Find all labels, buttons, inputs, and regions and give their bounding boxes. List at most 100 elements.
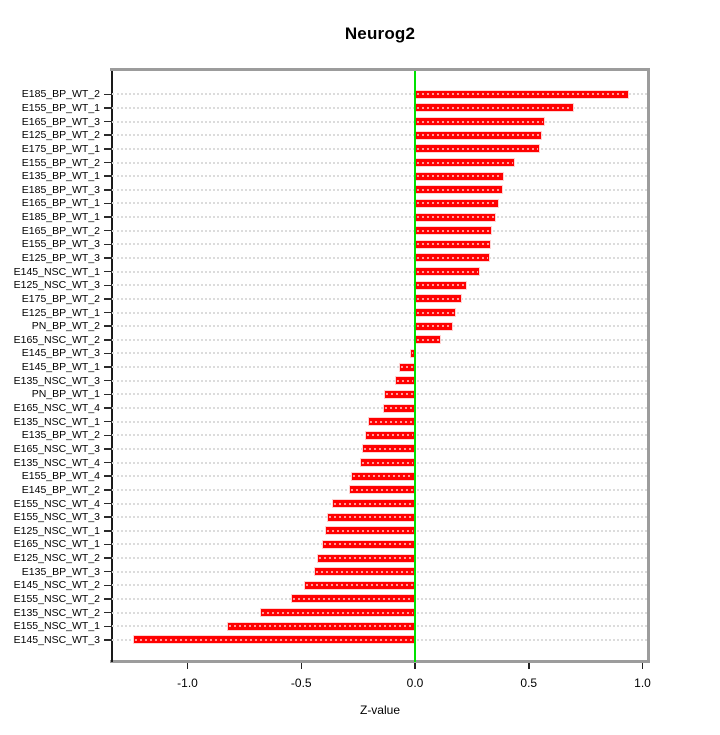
gridline [112, 256, 647, 259]
gridline [112, 297, 647, 300]
bar-E125_NSC_WT_2 [317, 553, 415, 563]
bar-stripe [417, 120, 543, 123]
gridline [112, 229, 647, 232]
bar-stripe [417, 256, 489, 259]
y-axis-label: E185_BP_WT_1 [21, 211, 100, 224]
bar-E135_NSC_WT_4 [360, 458, 415, 468]
bar-stripe [417, 243, 490, 246]
bar-E165_BP_WT_1 [415, 198, 500, 208]
bar-E165_BP_WT_3 [415, 117, 545, 127]
y-axis-tick [104, 489, 112, 491]
bar-E145_NSC_WT_2 [303, 580, 415, 590]
y-axis-tick [104, 93, 112, 96]
gridline [112, 393, 647, 396]
y-axis-label: E135_BP_WT_1 [21, 170, 100, 183]
y-axis-label: E125_NSC_WT_3 [13, 279, 100, 292]
bar-stripe [417, 311, 454, 314]
y-axis-label: E125_BP_WT_1 [21, 306, 100, 319]
bar-E165_NSC_WT_1 [321, 539, 415, 549]
y-axis-tick [104, 229, 112, 232]
bar-E135_BP_WT_3 [313, 567, 415, 577]
y-axis-label: E155_BP_WT_1 [21, 101, 100, 114]
bar-stripe [293, 597, 413, 600]
x-axis-tick-label: 0.0 [406, 676, 424, 690]
bar-E155_BP_WT_4 [351, 471, 415, 481]
gridline [112, 134, 647, 137]
y-axis-tick [104, 570, 112, 573]
y-axis-tick [104, 189, 112, 191]
bar-stripe [370, 420, 413, 423]
x-axis-tick [186, 663, 189, 669]
y-axis-tick [104, 543, 112, 546]
bar-stripe [417, 270, 478, 273]
x-axis-tick-label: 0.5 [520, 676, 538, 690]
y-axis-tick [104, 379, 112, 382]
y-axis-label: E165_NSC_WT_3 [13, 442, 100, 455]
bar-E125_BP_WT_1 [415, 308, 456, 318]
y-axis-label: E125_BP_WT_3 [21, 251, 100, 264]
plot-border-bottom [110, 660, 650, 663]
bar-stripe [333, 502, 413, 505]
y-axis-label: E125_NSC_WT_2 [13, 552, 100, 565]
y-axis-label: E155_NSC_WT_2 [13, 592, 100, 605]
bar-stripe [417, 284, 466, 287]
y-axis-label: E165_BP_WT_2 [21, 224, 100, 237]
bar-E145_BP_WT_2 [349, 485, 415, 495]
bar-E185_BP_WT_1 [415, 212, 496, 222]
y-axis-label: E145_NSC_WT_2 [13, 579, 100, 592]
y-axis-label: E165_NSC_WT_2 [13, 333, 100, 346]
y-axis-tick [104, 270, 112, 273]
bar-stripe [417, 325, 451, 328]
y-axis-tick [104, 325, 112, 327]
y-axis-label: E155_BP_WT_4 [21, 470, 100, 483]
bar-stripe [417, 229, 491, 232]
y-axis-tick [104, 475, 112, 477]
bar-stripe [417, 134, 541, 137]
y-axis-tick [104, 434, 112, 437]
y-axis-label: E135_BP_WT_2 [21, 429, 100, 442]
x-axis-tick [414, 663, 416, 669]
bar-stripe [323, 543, 413, 546]
bar-E155_NSC_WT_2 [291, 594, 415, 604]
y-axis-label: E185_BP_WT_3 [21, 183, 100, 196]
chart-title: Neurog2 [344, 24, 416, 43]
x-axis-tick [641, 663, 644, 669]
bar-E155_NSC_WT_4 [331, 499, 415, 508]
gridline [112, 379, 647, 382]
y-axis-label: E155_NSC_WT_1 [13, 620, 100, 633]
bar-stripe [417, 106, 573, 109]
y-axis-label: E165_NSC_WT_1 [13, 538, 100, 551]
y-axis-tick [104, 407, 112, 409]
y-axis-tick [104, 393, 112, 396]
gridline [112, 284, 647, 287]
bar-E145_NSC_WT_3 [132, 635, 415, 645]
x-axis-tick [528, 663, 530, 669]
y-axis-label: E145_BP_WT_2 [21, 483, 100, 496]
gridline [112, 188, 647, 191]
y-axis-label: E135_BP_WT_3 [21, 565, 100, 578]
y-axis-label: E155_NSC_WT_3 [13, 511, 100, 524]
y-axis-tick [104, 298, 112, 300]
bar-E165_BP_WT_2 [415, 226, 493, 236]
bar-stripe [329, 516, 413, 519]
bar-stripe [319, 557, 413, 560]
bar-stripe [417, 338, 440, 341]
y-axis-label: E145_BP_WT_3 [21, 347, 100, 360]
bar-E135_NSC_WT_2 [260, 608, 415, 618]
y-axis-label: E145_NSC_WT_3 [13, 633, 100, 646]
bar-stripe [305, 584, 413, 587]
y-axis-tick [104, 216, 112, 218]
y-axis-label: E155_BP_WT_2 [21, 156, 100, 169]
y-axis-label: E125_NSC_WT_1 [13, 524, 100, 537]
y-axis-tick [104, 175, 112, 177]
gridline [112, 243, 647, 246]
gridline [112, 270, 647, 273]
zero-reference-line [414, 71, 416, 662]
x-axis-title: Z-value [359, 703, 400, 717]
bar-stripe [417, 188, 501, 191]
y-axis-tick [104, 611, 112, 614]
bar-stripe [417, 161, 514, 164]
bar-E155_NSC_WT_3 [327, 512, 415, 522]
plot-border-top [110, 68, 650, 71]
